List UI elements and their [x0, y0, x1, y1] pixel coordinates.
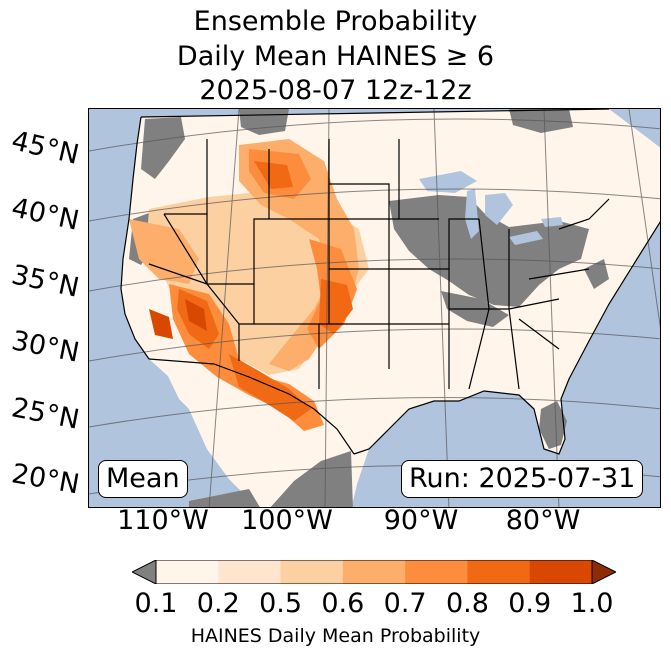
colorbar-segments: [156, 560, 593, 584]
lat-label-20: 20°N: [9, 458, 82, 501]
colorbar-tick-label: 0.8: [445, 588, 489, 619]
colorbar-tick-label: 0.5: [259, 588, 303, 619]
lat-label-25: 25°N: [9, 392, 82, 436]
colorbar-tick-label: 0.6: [321, 588, 365, 619]
colorbar-tick-label: 0.7: [383, 588, 427, 619]
colorbar-tick-label: 0.1: [134, 588, 178, 619]
lat-label-45: 45°N: [8, 125, 82, 171]
lat-label-35: 35°N: [8, 259, 82, 304]
colorbar-under-triangle: [132, 560, 157, 584]
lat-label-30: 30°N: [9, 325, 82, 369]
map-panel: [88, 108, 661, 508]
colorbar-segment: [405, 560, 468, 584]
title-line-3: 2025-08-07 12z-12z: [199, 75, 472, 106]
lon-label-110: 110°W: [117, 505, 209, 536]
colorbar-segment: [342, 560, 406, 584]
lon-label-100: 100°W: [241, 505, 333, 536]
colorbar-over-triangle: [591, 560, 616, 584]
land-mexico: [149, 359, 357, 507]
title-line-1: Ensemble Probability: [193, 6, 478, 37]
colorbar-title: HAINES Daily Mean Probability: [190, 625, 481, 647]
colorbar-segment: [218, 560, 282, 584]
colorbar-tick-label: 0.2: [196, 588, 240, 619]
colorbar-segment: [280, 560, 344, 584]
colorbar-tick-label: 0.9: [508, 588, 552, 619]
state-borders: [120, 109, 660, 455]
lon-label-90: 90°W: [383, 505, 459, 536]
colorbar: [132, 560, 616, 584]
lat-label-40: 40°N: [8, 192, 82, 237]
lon-label-80: 80°W: [505, 505, 581, 536]
great-lakes: [419, 171, 563, 245]
colorbar-outline: [155, 560, 593, 584]
statistic-label: Mean: [98, 460, 188, 498]
colorbar-segment: [467, 560, 531, 584]
title-line-2: Daily Mean HAINES ≥ 6: [176, 41, 495, 72]
colorbar-tick-label: 1.0: [570, 588, 614, 619]
probability-map: [89, 109, 660, 507]
colorbar-segment: [529, 560, 593, 584]
run-date-label: Run: 2025-07-31: [401, 460, 644, 498]
colorbar-segment: [156, 560, 219, 584]
